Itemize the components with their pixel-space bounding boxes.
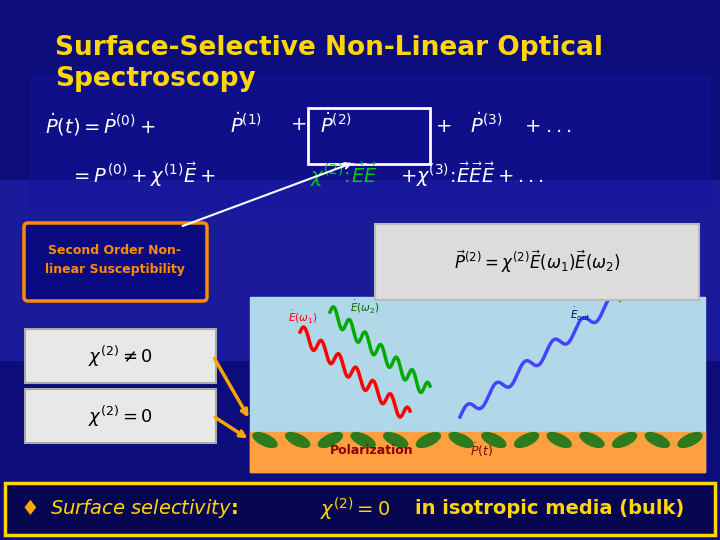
Ellipse shape: [318, 433, 343, 448]
Bar: [250, 432, 705, 472]
Ellipse shape: [645, 433, 670, 448]
FancyBboxPatch shape: [25, 329, 216, 383]
Bar: [5, 483, 715, 535]
Bar: [0, 180, 720, 360]
Text: $\dot{P}(t)$: $\dot{P}(t)$: [470, 441, 493, 459]
Text: $\dot{P}^{(2)}$: $\dot{P}^{(2)}$: [320, 113, 352, 137]
Text: ♦: ♦: [21, 499, 40, 519]
Ellipse shape: [482, 433, 506, 448]
Text: $\dot{E}(\omega_1)$: $\dot{E}(\omega_1)$: [288, 308, 318, 326]
Text: Second Order Non-
linear Susceptibility: Second Order Non- linear Susceptibility: [45, 245, 185, 275]
Text: $+ \chi^{(3)}\!:\!\vec{E}\vec{E}\vec{E} + ...$: $+ \chi^{(3)}\!:\!\vec{E}\vec{E}\vec{E} …: [400, 161, 544, 189]
Text: $+$: $+$: [290, 116, 307, 134]
Text: $\dot{E}(\omega_2)$: $\dot{E}(\omega_2)$: [350, 299, 379, 315]
Text: $\it{Surface\ selectivity}$:: $\it{Surface\ selectivity}$:: [50, 497, 238, 521]
Text: $= P^{(0)} + \chi^{(1)}\vec{E} +$: $= P^{(0)} + \chi^{(1)}\vec{E} +$: [70, 161, 216, 189]
Text: $\dot{P}^{(1)}$: $\dot{P}^{(1)}$: [230, 113, 262, 137]
Ellipse shape: [416, 433, 441, 448]
Ellipse shape: [384, 433, 408, 448]
Ellipse shape: [580, 433, 604, 448]
Ellipse shape: [678, 433, 702, 448]
Text: in isotropic media (bulk): in isotropic media (bulk): [415, 500, 684, 518]
Text: $\chi^{(2)} \neq 0$: $\chi^{(2)} \neq 0$: [88, 343, 153, 369]
Text: $\chi^{(2)}=0$: $\chi^{(2)}=0$: [320, 495, 390, 523]
Ellipse shape: [449, 433, 473, 448]
Ellipse shape: [286, 433, 310, 448]
Ellipse shape: [547, 433, 571, 448]
Text: $\chi^{(2)}\!:\!\vec{E}\vec{E}$: $\chi^{(2)}\!:\!\vec{E}\vec{E}$: [310, 161, 377, 189]
Text: $\dot{E}_{out}$: $\dot{E}_{out}$: [570, 306, 591, 322]
Ellipse shape: [253, 433, 277, 448]
Ellipse shape: [613, 433, 636, 448]
Text: $+ \quad \dot{P}^{(3)} \quad +...$: $+ \quad \dot{P}^{(3)} \quad +...$: [435, 113, 571, 137]
Ellipse shape: [351, 433, 375, 448]
Bar: [30, 75, 710, 210]
Text: Surface-Selective Non-Linear Optical
Spectroscopy: Surface-Selective Non-Linear Optical Spe…: [55, 35, 603, 92]
Ellipse shape: [515, 433, 539, 448]
Bar: [250, 297, 705, 472]
Text: $\chi^{(2)} = 0$: $\chi^{(2)} = 0$: [88, 403, 153, 429]
FancyBboxPatch shape: [24, 223, 207, 301]
Text: $\vec{P}^{(2)} = \chi^{(2)}\vec{E}(\omega_1)\vec{E}(\omega_2)$: $\vec{P}^{(2)} = \chi^{(2)}\vec{E}(\omeg…: [454, 249, 620, 275]
FancyBboxPatch shape: [25, 389, 216, 443]
Text: Polarization: Polarization: [330, 443, 413, 456]
Text: $\dot{P}(t) = \dot{P}^{(0)} +$: $\dot{P}(t) = \dot{P}^{(0)} +$: [45, 112, 156, 138]
FancyBboxPatch shape: [375, 224, 699, 300]
